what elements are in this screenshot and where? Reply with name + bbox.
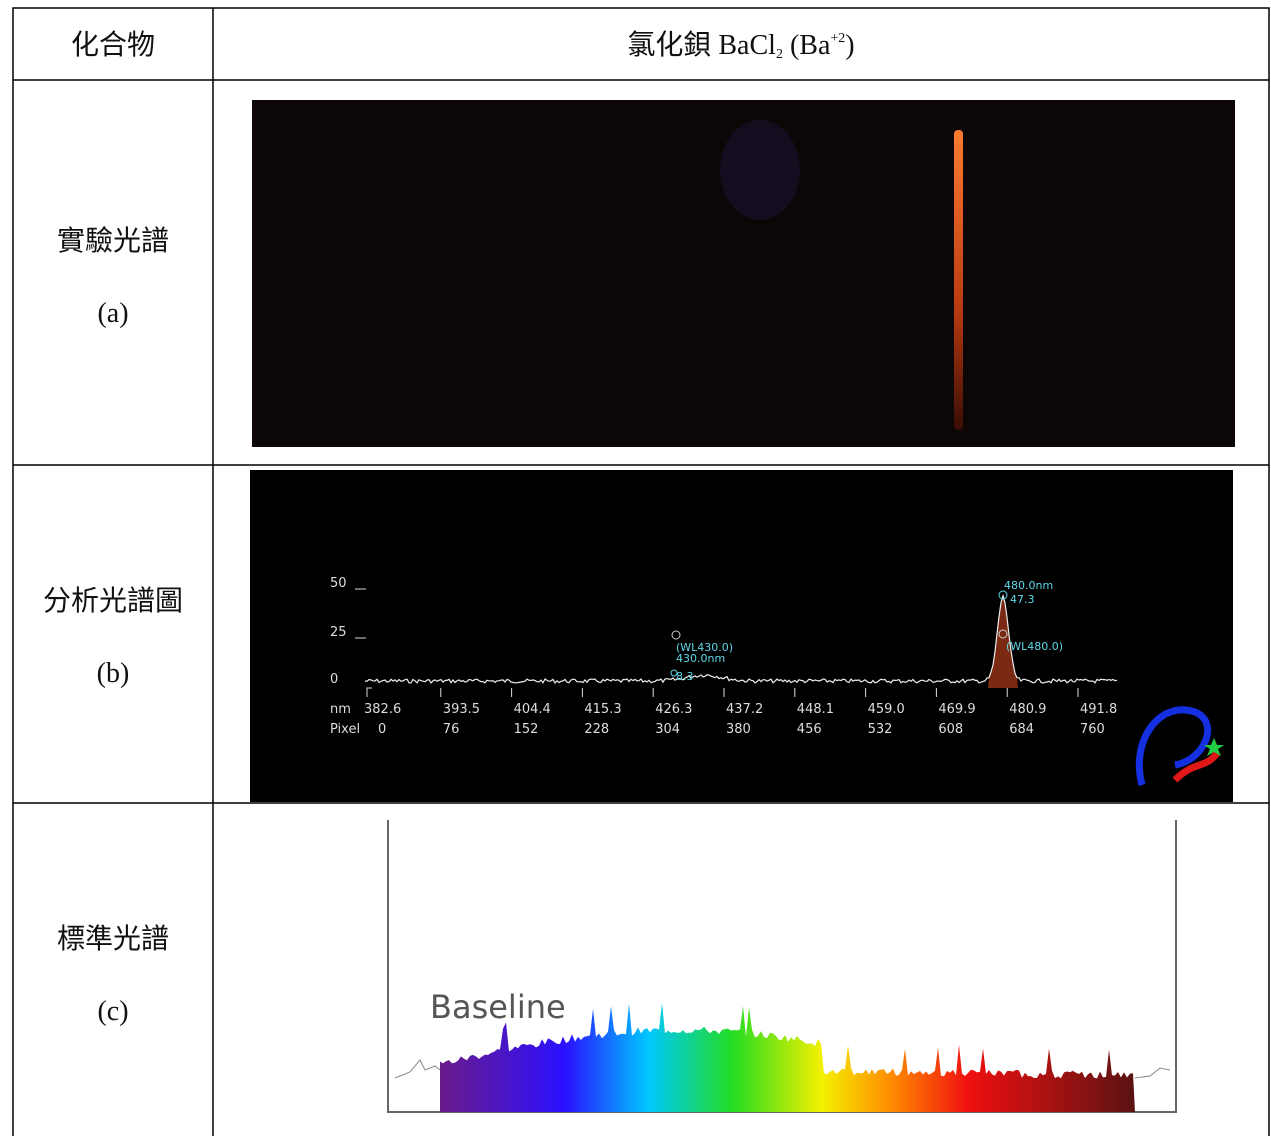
x-tick-label: 491.8 — [1080, 702, 1117, 717]
baseline-trace-right — [1134, 1067, 1171, 1079]
marker — [671, 630, 681, 640]
row-label: 實驗光譜 — [57, 225, 169, 257]
x-tick-label: 469.9 — [938, 702, 975, 717]
logo-star — [1204, 738, 1224, 756]
annotation: (WL430.0) — [676, 641, 733, 654]
marker — [998, 629, 1008, 639]
x-tick-label: 448.1 — [797, 702, 834, 717]
annotation: 8.3 — [676, 670, 694, 683]
subscript: 2 — [776, 47, 783, 62]
pixel-tick-label: 304 — [655, 722, 680, 737]
axis-corner — [366, 687, 372, 697]
table-grid — [12, 7, 1270, 1136]
pixel-axis-label: Pixel — [330, 722, 360, 737]
x-tick-label: 437.2 — [726, 702, 763, 717]
x-tick-label: 393.5 — [443, 702, 480, 717]
marker — [670, 669, 678, 677]
y-tick-label: 0 — [330, 672, 338, 687]
standard-spectrum: Baseline — [387, 820, 1177, 1113]
row-tag: (c) — [97, 996, 128, 1027]
y-tick-label: 50 — [330, 576, 347, 591]
x-axis-label: nm — [330, 702, 351, 717]
row-tag: (a) — [97, 298, 128, 329]
compound-name: 氯化鋇 BaCl — [627, 29, 776, 61]
spectrum-fill — [440, 1003, 1135, 1112]
baseline-label: Baseline — [430, 988, 566, 1026]
row-tag: (b) — [97, 658, 130, 689]
ion: (Ba — [783, 30, 831, 61]
logo-red — [1172, 749, 1221, 783]
analysis-spectrum: 50 25 0 nm Pixel 382.6 0 393.5 76 404.4 152 415.3 22… — [250, 470, 1233, 802]
x-tick-label: 404.4 — [514, 702, 551, 717]
pixel-tick-label: 456 — [797, 722, 822, 737]
annotation: 430.0nm — [676, 652, 725, 665]
baseline-trace-left — [394, 1059, 441, 1079]
pixel-tick-label: 152 — [514, 722, 539, 737]
annotation: 480.0nm — [1004, 579, 1053, 592]
spectrum-line — [364, 593, 1118, 685]
pixel-tick-label: 532 — [868, 722, 893, 737]
x-tick-label: 480.9 — [1009, 702, 1046, 717]
pixel-tick-label: 76 — [443, 722, 460, 737]
x-tick-label: 415.3 — [584, 702, 621, 717]
pixel-tick-label: 608 — [938, 722, 963, 737]
pixel-tick-label: 0 — [378, 722, 386, 737]
annotation: (WL480.0) — [1006, 640, 1063, 653]
row-label: 標準光譜 — [57, 923, 169, 955]
experimental-spectrum — [252, 100, 1235, 447]
pixel-tick-label: 380 — [726, 722, 751, 737]
marker — [998, 590, 1008, 600]
close-paren: ) — [845, 30, 854, 61]
logo-blue — [1135, 706, 1211, 786]
y-tick-label: 25 — [330, 625, 347, 640]
x-tick-label: 426.3 — [655, 702, 692, 717]
superscript: +2 — [830, 31, 845, 46]
annotation: 47.3 — [1010, 593, 1035, 606]
x-tick-label: 459.0 — [868, 702, 905, 717]
pixel-tick-label: 684 — [1009, 722, 1034, 737]
peak-fill — [988, 595, 1018, 688]
pixel-tick-label: 760 — [1080, 722, 1105, 737]
pixel-tick-label: 228 — [584, 722, 609, 737]
row-label: 分析光譜圖 — [43, 585, 183, 617]
x-tick-label: 382.6 — [364, 702, 401, 717]
header-label: 化合物 — [71, 29, 155, 61]
header-compound: 氯化鋇 BaCl2 (Ba+2) — [627, 29, 854, 62]
